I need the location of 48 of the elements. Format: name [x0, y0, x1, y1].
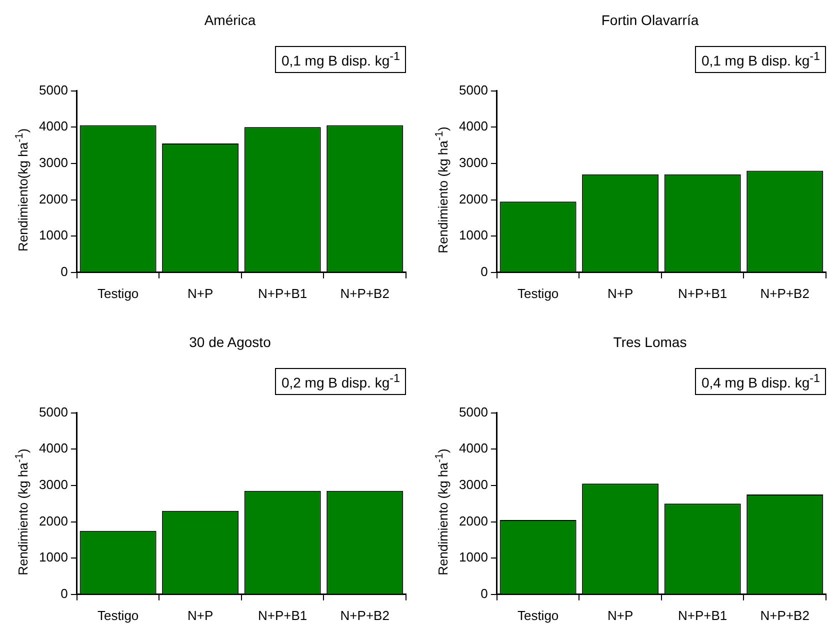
y-tick-label: 0 [60, 586, 68, 601]
y-tick-label: 5000 [459, 404, 488, 420]
y-tick-label: 0 [480, 586, 488, 601]
y-tick-label: 1000 [39, 228, 68, 243]
y-tick-label: 2000 [39, 191, 68, 206]
y-tick-label: 2000 [459, 191, 488, 206]
y-tick-label: 5000 [39, 404, 68, 420]
x-tick-label: Testigo [97, 608, 139, 623]
x-tick-label: Testigo [517, 286, 559, 301]
y-tick-label: 4000 [39, 440, 68, 456]
y-tick-label: 1000 [459, 228, 488, 243]
y-tick-label: 5000 [459, 82, 488, 98]
y-tick-label: 1000 [39, 550, 68, 565]
x-tick-label: N+P [607, 608, 634, 623]
x-tick-label: N+P+B1 [258, 286, 308, 301]
x-tick-label: N+P [187, 286, 214, 301]
x-tick-label: N+P+B1 [678, 286, 728, 301]
x-tick-label: N+P [607, 286, 634, 301]
x-tick-label: N+P+B1 [678, 608, 728, 623]
x-tick-label: N+P+B2 [340, 286, 390, 301]
y-tick-label: 3000 [39, 155, 68, 170]
chart-title: América [203, 12, 257, 28]
x-tick-label: N+P+B1 [258, 608, 308, 623]
x-tick-label: Testigo [517, 608, 559, 623]
x-tick-label: N+P+B2 [760, 286, 810, 301]
y-tick-label: 0 [480, 264, 488, 279]
y-tick-label: 4000 [39, 118, 68, 134]
text: 0,4 mg B disp. kg$^{-1}$ [695, 368, 826, 395]
y-tick-label: 2000 [39, 513, 68, 528]
x-tick-label: Testigo [97, 286, 139, 301]
y-tick-label: 5000 [39, 82, 68, 98]
chart-title: Fortin Olavarría [600, 12, 700, 28]
y-tick-label: 2000 [459, 513, 488, 528]
text: 0,2 mg B disp. kg$^{-1}$ [275, 368, 406, 395]
y-tick-label: 0 [60, 264, 68, 279]
text: 0,1 mg B disp. kg$^{-1}$ [695, 46, 826, 73]
y-tick-label: 3000 [459, 477, 488, 492]
y-tick-label: 3000 [459, 155, 488, 170]
y-tick-label: 4000 [459, 440, 488, 456]
y-tick-label: 1000 [459, 550, 488, 565]
y-tick-label: 3000 [39, 477, 68, 492]
chart-title: Tres Lomas [612, 334, 688, 350]
x-tick-label: N+P+B2 [340, 608, 390, 623]
x-tick-label: N+P+B2 [760, 608, 810, 623]
y-tick-label: 4000 [459, 118, 488, 134]
chart-title: 30 de Agosto [188, 334, 272, 350]
x-tick-label: N+P [187, 608, 214, 623]
text: 0,1 mg B disp. kg$^{-1}$ [275, 46, 406, 73]
